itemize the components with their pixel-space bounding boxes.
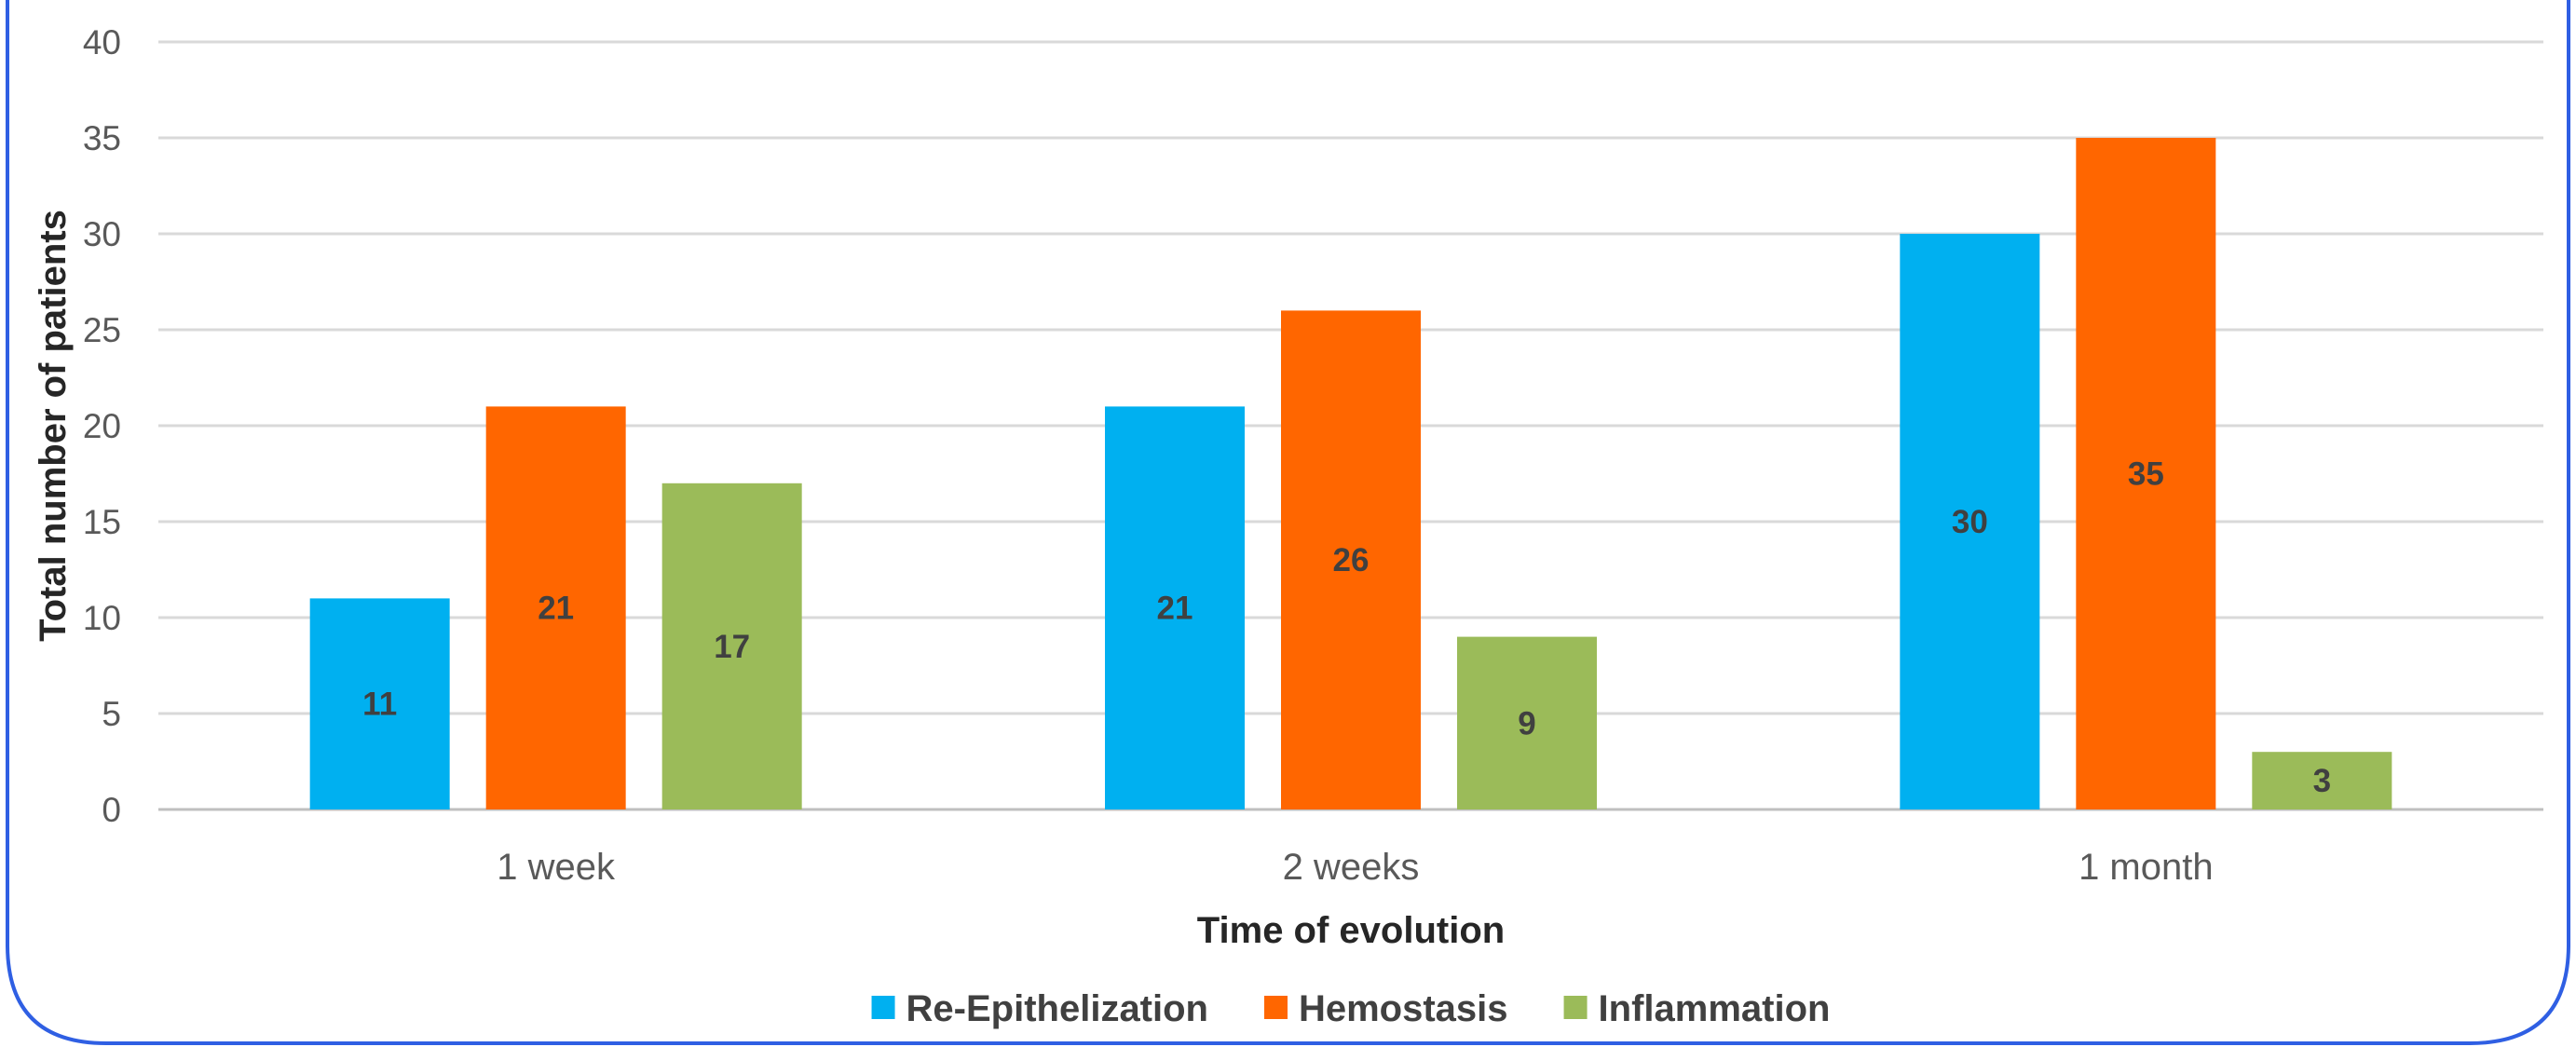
data-label: 30 (1952, 504, 1988, 540)
legend-item-hemostasis: Hemostasis (1263, 988, 1508, 1029)
data-label: 35 (2128, 456, 2164, 493)
y-axis-title: Total number of patients (33, 210, 74, 642)
y-tick-label: 35 (83, 119, 121, 157)
legend-item-inflammation: Inflammation (1563, 988, 1831, 1029)
bar-re-epithelization (1900, 234, 2040, 809)
data-label: 21 (1157, 591, 1193, 627)
bar-re-epithelization (1105, 406, 1245, 809)
x-category-label: 1 month (2079, 847, 2214, 888)
data-label: 9 (1518, 705, 1535, 741)
data-label: 11 (362, 687, 397, 723)
frame-border (6, 0, 2570, 1045)
legend-label: Re-Epithelization (906, 988, 1208, 1029)
y-tick-label: 10 (83, 599, 121, 637)
y-axis-ticks: 0 5 10 15 20 25 30 35 40 (83, 23, 121, 829)
legend-swatch (871, 996, 895, 1019)
bar-inflammation (1457, 636, 1597, 809)
bar-inflammation (661, 483, 802, 809)
y-tick-label: 15 (83, 503, 121, 541)
data-labels: 11 21 17 21 26 9 30 35 3 (362, 456, 2331, 800)
x-axis-title: Time of evolution (1197, 910, 1505, 951)
y-tick-label: 5 (102, 695, 121, 733)
bar-hemostasis (485, 406, 626, 809)
y-tick-label: 25 (83, 311, 121, 349)
data-label: 17 (714, 629, 750, 665)
data-label: 26 (1333, 542, 1370, 578)
x-category-label: 1 week (497, 847, 616, 888)
legend-item-re-epithelization: Re-Epithelization (871, 988, 1208, 1029)
data-label: 3 (2313, 763, 2331, 799)
bar-re-epithelization (309, 598, 450, 809)
legend-swatch (1263, 996, 1288, 1019)
bars (309, 138, 2392, 809)
legend-label: Hemostasis (1299, 988, 1508, 1029)
bar-hemostasis (2076, 138, 2216, 809)
x-axis-categories: 1 week 2 weeks 1 month (497, 847, 2213, 888)
y-tick-label: 0 (102, 791, 121, 829)
bar-inflammation (2252, 752, 2392, 809)
legend-swatch (1563, 996, 1588, 1019)
legend: Re-Epithelization Hemostasis Inflammation (871, 988, 1831, 1029)
x-category-label: 2 weeks (1283, 847, 1420, 888)
y-tick-label: 40 (83, 23, 121, 61)
y-tick-label: 30 (83, 215, 121, 253)
data-label: 21 (538, 591, 574, 627)
bar-hemostasis (1281, 310, 1421, 809)
y-tick-label: 20 (83, 407, 121, 445)
legend-label: Inflammation (1599, 988, 1831, 1029)
